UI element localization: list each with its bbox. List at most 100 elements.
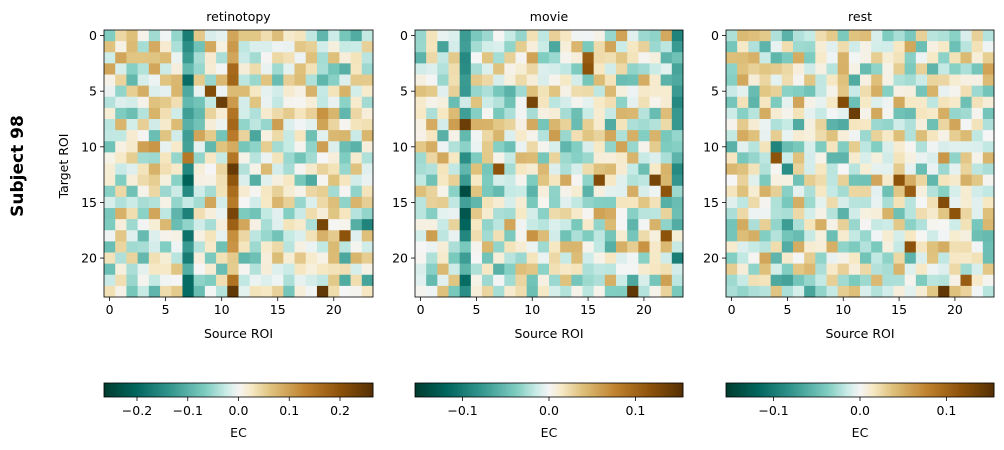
colorbar-segment bbox=[546, 383, 550, 397]
heatmap-cell bbox=[437, 285, 449, 298]
heatmap-cell bbox=[515, 63, 528, 75]
y-tick-label: 0 bbox=[400, 28, 408, 43]
heatmap-cell bbox=[437, 196, 449, 209]
colorbar-segment bbox=[502, 383, 506, 397]
heatmap-cell bbox=[660, 85, 673, 98]
heatmap-cell bbox=[781, 274, 794, 287]
heatmap-cell bbox=[537, 85, 550, 98]
colorbar-segment bbox=[952, 383, 955, 397]
heatmap-cell bbox=[227, 208, 239, 220]
colorbar-segment bbox=[505, 383, 508, 397]
heatmap-cell bbox=[493, 96, 505, 109]
heatmap-cell bbox=[781, 96, 794, 109]
heatmap-cell bbox=[815, 107, 827, 120]
heatmap-cell bbox=[781, 41, 794, 53]
heatmap-cell bbox=[448, 241, 461, 253]
heatmap-cell bbox=[604, 107, 617, 120]
heatmap-cell bbox=[137, 152, 150, 164]
heatmap-cell bbox=[526, 219, 539, 231]
heatmap-cell bbox=[748, 185, 760, 198]
heatmap-cell bbox=[283, 41, 295, 53]
heatmap-cell bbox=[437, 252, 449, 265]
heatmap-cell bbox=[182, 185, 195, 198]
heatmap-cell bbox=[482, 274, 494, 287]
heatmap-cell bbox=[627, 52, 639, 64]
heatmap-cell bbox=[171, 285, 183, 298]
heatmap-cell bbox=[871, 30, 883, 42]
heatmap-cell bbox=[604, 196, 617, 209]
heatmap-cell bbox=[726, 208, 738, 220]
heatmap-cell bbox=[526, 119, 539, 131]
heatmap-cell bbox=[638, 52, 650, 64]
heatmap-cell bbox=[182, 163, 195, 176]
colorbar-segment bbox=[192, 383, 195, 397]
heatmap-cell bbox=[726, 30, 738, 42]
heatmap-cell bbox=[627, 74, 639, 87]
heatmap-cell bbox=[115, 141, 127, 153]
heatmap-cell bbox=[104, 52, 116, 64]
heatmap-cell bbox=[137, 63, 150, 75]
heatmap-cell bbox=[560, 41, 572, 53]
heatmap-cell bbox=[893, 152, 906, 164]
y-tick-label: 5 bbox=[89, 84, 97, 99]
heatmap-cell bbox=[781, 30, 794, 42]
colorbar-segment bbox=[206, 383, 210, 397]
colorbar-segment bbox=[433, 383, 437, 397]
heatmap-cell bbox=[160, 252, 172, 265]
heatmap-cell bbox=[793, 119, 805, 131]
heatmap-cell bbox=[160, 119, 172, 131]
colorbar-segment bbox=[883, 383, 886, 397]
heatmap-cell bbox=[182, 63, 195, 75]
heatmap-cell bbox=[882, 130, 894, 142]
heatmap-cell bbox=[437, 41, 449, 53]
heatmap-cell bbox=[748, 107, 760, 120]
heatmap-cell bbox=[860, 274, 872, 287]
heatmap-cell bbox=[426, 230, 438, 242]
heatmap-cell bbox=[871, 52, 883, 64]
heatmap-cell bbox=[537, 274, 550, 287]
colorbar-segment bbox=[354, 383, 357, 397]
heatmap-cell bbox=[927, 252, 939, 265]
heatmap-cell bbox=[660, 63, 673, 75]
heatmap-cell bbox=[260, 208, 273, 220]
heatmap-cell bbox=[182, 30, 195, 42]
heatmap-cell bbox=[160, 196, 172, 209]
heatmap-cell bbox=[350, 85, 363, 98]
colorbar-segment bbox=[513, 383, 516, 397]
heatmap-cell bbox=[904, 30, 917, 42]
heatmap-cell bbox=[938, 263, 950, 276]
colorbar-segment bbox=[851, 383, 855, 397]
heatmap-cell bbox=[448, 252, 461, 265]
heatmap-cell bbox=[971, 52, 984, 64]
heatmap-cell bbox=[759, 141, 772, 153]
heatmap-cell bbox=[860, 107, 872, 120]
colorbar-segment bbox=[645, 383, 648, 397]
colorbar-segment bbox=[122, 383, 126, 397]
heatmap-cell bbox=[482, 219, 494, 231]
heatmap-cell bbox=[815, 74, 827, 87]
heatmap-cell bbox=[960, 230, 973, 242]
heatmap-cell bbox=[737, 230, 749, 242]
heatmap-cell bbox=[137, 107, 150, 120]
heatmap-cell bbox=[638, 263, 650, 276]
heatmap-cell bbox=[837, 208, 850, 220]
heatmap-cell bbox=[960, 252, 973, 265]
heatmap-cell bbox=[927, 185, 939, 198]
heatmap-cell bbox=[316, 285, 329, 298]
heatmap-cell bbox=[482, 285, 494, 298]
heatmap-cell bbox=[593, 85, 606, 98]
heatmap-cell bbox=[126, 52, 139, 64]
heatmap-cell bbox=[770, 196, 783, 209]
heatmap-cell bbox=[104, 41, 116, 53]
heatmap-cell bbox=[426, 163, 438, 176]
heatmap-cell bbox=[470, 30, 483, 42]
colorbar-segment bbox=[578, 383, 581, 397]
heatmap-cell bbox=[660, 252, 673, 265]
heatmap-cell bbox=[104, 152, 116, 164]
heatmap-cell bbox=[582, 219, 595, 231]
heatmap-cell bbox=[193, 196, 206, 209]
heatmap-cell bbox=[339, 208, 351, 220]
heatmap-cell bbox=[260, 263, 273, 276]
heatmap-cell bbox=[971, 230, 984, 242]
heatmap-cell bbox=[328, 274, 340, 287]
